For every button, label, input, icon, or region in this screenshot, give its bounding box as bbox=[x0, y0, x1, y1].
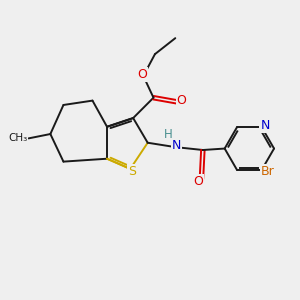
Text: N: N bbox=[172, 139, 182, 152]
Text: S: S bbox=[128, 165, 136, 178]
Text: O: O bbox=[177, 94, 187, 107]
Text: H: H bbox=[164, 128, 172, 141]
Text: N: N bbox=[260, 119, 270, 132]
Text: O: O bbox=[193, 176, 203, 188]
Text: CH₃: CH₃ bbox=[8, 134, 27, 143]
Text: Br: Br bbox=[261, 165, 274, 178]
Text: O: O bbox=[137, 68, 147, 81]
